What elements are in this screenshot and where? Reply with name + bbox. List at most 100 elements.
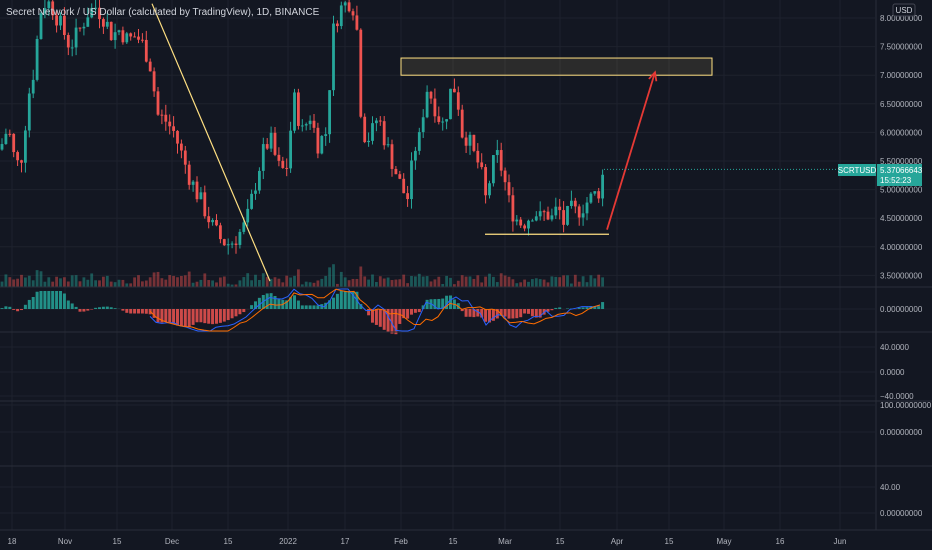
macd-bar: [316, 305, 320, 309]
volume-bar: [144, 280, 148, 287]
volume-bar: [273, 277, 277, 287]
volume-bar: [414, 276, 417, 287]
macd-bar: [371, 309, 374, 323]
candle-body: [371, 123, 374, 141]
candle-body: [441, 121, 445, 123]
volume-bar: [246, 273, 250, 287]
volume-bar: [148, 277, 152, 287]
candle-body: [86, 17, 90, 27]
macd-bar: [74, 306, 78, 309]
macd-bar: [113, 308, 117, 309]
candle-body: [195, 181, 199, 200]
candle-body: [363, 116, 367, 143]
candle-body: [339, 5, 343, 27]
candle-body: [601, 174, 604, 199]
price-tag-countdown: 15:52:23: [880, 176, 912, 185]
volume-bar: [531, 279, 534, 287]
price-tag: [877, 164, 922, 186]
candle-body: [168, 121, 172, 127]
candle-body: [437, 116, 441, 122]
macd-bar: [367, 309, 371, 316]
volume-bar: [4, 274, 8, 287]
volume-bar: [538, 279, 542, 287]
time-tick-label: Nov: [58, 537, 72, 546]
macd-bar: [129, 309, 133, 314]
volume-bar: [425, 276, 429, 287]
volume-bar: [429, 281, 433, 287]
candle-body: [480, 162, 484, 168]
candle-body: [581, 213, 585, 218]
volume-bar: [234, 284, 238, 287]
currency-box[interactable]: [892, 3, 916, 17]
macd-bar: [534, 309, 538, 318]
volume-bar: [421, 276, 425, 287]
volume-bar: [449, 277, 452, 287]
macd-bar: [507, 309, 511, 319]
volume-bar: [359, 266, 363, 287]
volume-bar: [371, 274, 374, 287]
macd-bar: [488, 309, 491, 323]
price-tick-label: 4.50000000: [880, 214, 923, 223]
volume-bar: [8, 277, 12, 287]
volume-bar: [378, 276, 382, 287]
volume-bar: [394, 279, 398, 287]
macd-bar: [43, 291, 47, 309]
candle-body: [566, 205, 569, 225]
candle-body: [495, 150, 499, 156]
volume-bar: [12, 279, 16, 287]
volume-bar: [495, 282, 499, 287]
volume-bar: [43, 281, 47, 287]
volume-bar: [117, 279, 121, 287]
volume-bar: [66, 281, 70, 287]
candle-body: [359, 29, 363, 117]
macd-bar: [82, 309, 86, 312]
macd-bar: [312, 305, 316, 309]
candle-body: [98, 7, 101, 20]
volume-bar: [472, 278, 476, 287]
macd-bar: [441, 298, 445, 309]
macd-bar: [4, 306, 8, 309]
candle-body: [43, 8, 47, 14]
macd-bar: [226, 309, 230, 321]
time-tick-label: Mar: [498, 537, 512, 546]
candle-body: [573, 200, 577, 207]
macd-bar: [277, 298, 281, 309]
macd-bar: [464, 309, 468, 317]
volume-bar: [441, 283, 445, 287]
volume-bar: [308, 282, 312, 287]
macd-bar: [296, 300, 300, 309]
volume-bar: [363, 276, 367, 287]
candle-body: [300, 125, 304, 127]
macd-bar: [339, 291, 343, 309]
volume-bar: [519, 282, 523, 287]
macd-bar: [207, 309, 211, 324]
macd-bar: [86, 309, 90, 311]
symbol-label: SCRTUSD: [838, 166, 877, 175]
annotations: [151, 3, 875, 282]
candle-body: [347, 2, 351, 12]
macd-bar: [195, 309, 199, 323]
volume-bar: [367, 279, 370, 287]
target-arrow: [606, 72, 656, 230]
candle-body: [63, 15, 66, 36]
volume-bar: [507, 276, 511, 287]
candle-body: [269, 132, 273, 149]
volume-bar: [566, 275, 569, 287]
pane-tick-label: 0.00000000: [880, 428, 923, 437]
macd-bar: [55, 291, 59, 309]
volume-bar: [102, 276, 105, 287]
macd-bar: [94, 307, 98, 309]
candle-body: [453, 88, 456, 93]
candle-body: [222, 239, 226, 246]
macd-bar: [133, 309, 137, 314]
macd-bar: [499, 309, 503, 316]
macd-bar: [343, 291, 347, 309]
candle-body: [265, 144, 269, 149]
macd-bar: [335, 293, 339, 309]
candle-body: [464, 137, 468, 146]
candle-body: [187, 164, 191, 185]
volume-bar: [160, 278, 164, 287]
candle-body: [230, 243, 234, 245]
volume-bar: [152, 272, 156, 287]
